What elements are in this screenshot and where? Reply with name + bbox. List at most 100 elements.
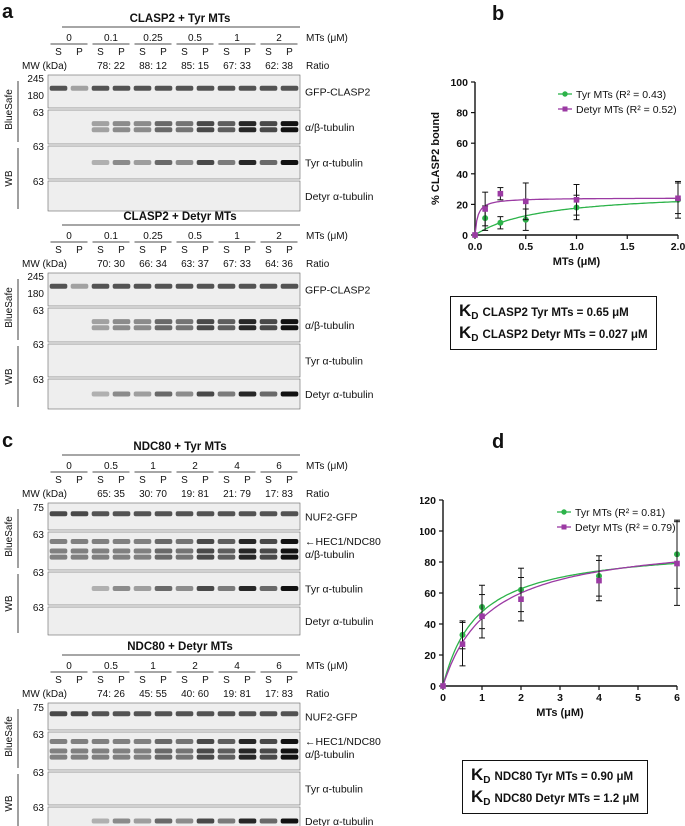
blot-band	[91, 121, 110, 127]
blot-band	[112, 160, 131, 165]
blot-band	[280, 818, 299, 824]
lane-s-label: S	[223, 475, 230, 486]
mw-marker: 63	[33, 108, 45, 119]
blot-band	[175, 319, 194, 325]
gel-title: NDC80 + Detyr MTs	[127, 641, 233, 653]
blot-band	[133, 818, 152, 824]
blot-band	[175, 160, 194, 165]
blot-band	[70, 554, 89, 560]
blot-band	[238, 818, 257, 824]
blot-band	[196, 511, 215, 517]
row-label: GFP-CLASP2	[305, 87, 371, 99]
blot-band	[154, 160, 173, 165]
conc-label: 0.5	[104, 661, 118, 672]
blot-band	[154, 121, 173, 127]
blot-band	[91, 319, 110, 325]
data-point	[596, 577, 602, 584]
blot-band	[238, 754, 257, 760]
x-tick-label: 0.0	[468, 241, 483, 253]
blot-band	[217, 548, 236, 554]
unit-label: MTs (μM)	[306, 33, 348, 44]
ratio-label: Ratio	[306, 689, 330, 700]
lane-p-label: P	[76, 675, 83, 686]
lane-s-label: S	[139, 475, 146, 486]
conc-label: 0.25	[143, 231, 163, 242]
blot-band	[217, 283, 236, 289]
blot-band	[259, 754, 278, 760]
panel-label-c: c	[2, 430, 13, 452]
conc-label: 2	[192, 461, 198, 472]
y-tick-label: 60	[456, 138, 468, 150]
conc-label: 0	[66, 33, 72, 44]
conc-label: 0.5	[104, 461, 118, 472]
row-label: Detyr α-tubulin	[305, 389, 374, 401]
blot-band	[112, 818, 131, 824]
blot-band	[133, 511, 152, 517]
blot-band	[112, 325, 131, 331]
conc-label: 0	[66, 661, 72, 672]
blot-band	[175, 548, 194, 554]
blot-band	[49, 548, 68, 554]
blot-band	[91, 325, 110, 331]
blot-band	[196, 283, 215, 289]
blot-band	[91, 748, 110, 754]
mw-marker: 245	[27, 272, 44, 283]
legend-label: Detyr MTs (R² = 0.79)	[575, 522, 676, 534]
conc-label: 2	[276, 33, 282, 44]
blot-band	[133, 160, 152, 165]
blot-band	[175, 391, 194, 397]
blot-band	[133, 325, 152, 331]
blot-band	[280, 748, 299, 754]
ratio-value: 21: 79	[223, 489, 251, 500]
y-tick-label: 80	[424, 557, 436, 569]
blot-band	[175, 283, 194, 289]
blot-band	[154, 711, 173, 717]
kd-line: KD NDC80 Detyr MTs = 1.2 μM	[471, 787, 640, 808]
blot-band	[196, 711, 215, 717]
row-label: ←HEC1/NDC80	[305, 536, 381, 548]
blot-strip	[47, 74, 301, 109]
mw-marker: 63	[33, 306, 45, 317]
blot-band	[70, 283, 89, 289]
blot-band	[238, 325, 257, 331]
ratio-value: 74: 26	[97, 689, 125, 700]
row-label: ←HEC1/NDC80	[305, 736, 381, 748]
y-tick-label: 60	[424, 588, 436, 600]
blot-band	[154, 539, 173, 544]
blot-band	[196, 586, 215, 591]
wb-label: WB	[4, 795, 15, 811]
row-label: Tyr α-tubulin	[305, 356, 363, 368]
blot-band	[154, 85, 173, 91]
blot-band	[133, 85, 152, 91]
lane-s-label: S	[97, 47, 104, 58]
lane-p-label: P	[160, 245, 167, 256]
blot-band	[217, 818, 236, 824]
x-tick-label: 1.0	[569, 241, 584, 253]
blot-band	[133, 391, 152, 397]
blot-band	[154, 283, 173, 289]
blot-band	[49, 754, 68, 760]
blot-band	[238, 127, 257, 133]
blot-band	[280, 554, 299, 560]
mw-marker: 63	[33, 603, 45, 614]
blot-band	[49, 711, 68, 717]
lane-s-label: S	[223, 47, 230, 58]
ratio-value: 17: 83	[265, 689, 293, 700]
lane-p-label: P	[202, 245, 209, 256]
blot-band	[49, 511, 68, 517]
row-label: Tyr α-tubulin	[305, 784, 363, 796]
blot-band	[91, 818, 110, 824]
lane-s-label: S	[55, 675, 62, 686]
lane-p-label: P	[118, 245, 125, 256]
blot-band	[91, 127, 110, 133]
x-tick-label: 1.5	[620, 241, 635, 253]
blot-band	[91, 511, 110, 517]
y-tick-label: 40	[424, 619, 436, 631]
lane-p-label: P	[76, 475, 83, 486]
conc-label: 6	[276, 661, 282, 672]
lane-p-label: P	[286, 245, 293, 256]
